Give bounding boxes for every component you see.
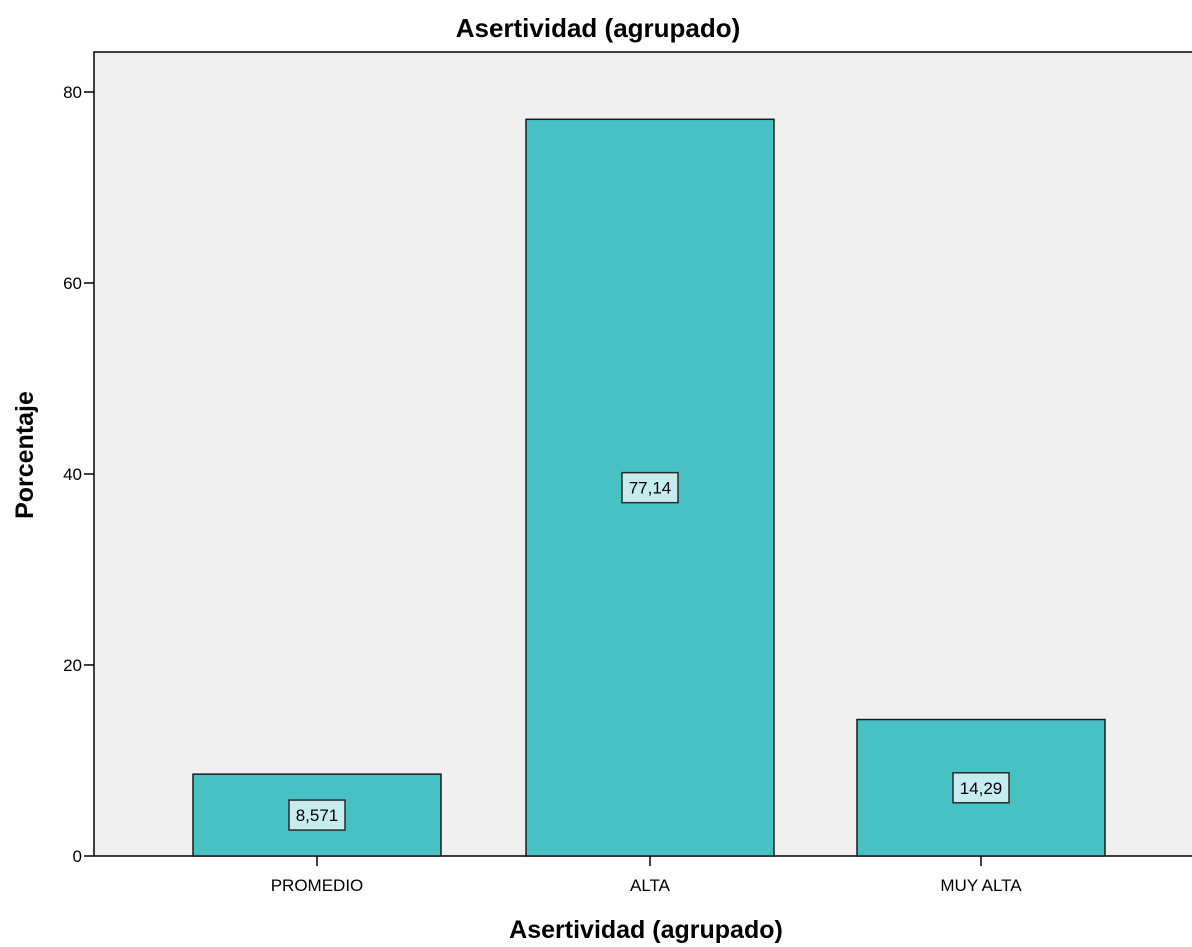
chart-title: Asertividad (agrupado) [456, 13, 741, 43]
x-axis: PROMEDIO ALTA MUY ALTA [271, 856, 1022, 895]
x-tick-label: MUY ALTA [940, 876, 1022, 895]
y-tick-label: 60 [63, 274, 82, 293]
data-label: 8,571 [296, 806, 339, 825]
data-label: 77,14 [629, 479, 672, 498]
y-tick-label: 0 [73, 847, 82, 866]
data-label-box [621, 471, 679, 504]
data-label: 14,29 [960, 779, 1003, 798]
y-tick-label: 20 [63, 656, 82, 675]
x-tick-label: PROMEDIO [271, 876, 364, 895]
y-axis: 0 20 40 60 80 [63, 83, 94, 866]
bars-layer: 8,571 77,14 14,29 [192, 118, 1106, 857]
data-label-box [952, 772, 1010, 804]
y-tick-label: 80 [63, 83, 82, 102]
y-axis-title: Porcentaje [11, 391, 39, 519]
x-tick-label: ALTA [630, 876, 671, 895]
data-label-box [288, 799, 346, 831]
x-axis-title: Asertividad (agrupado) [509, 916, 783, 944]
y-tick-label: 40 [63, 465, 82, 484]
